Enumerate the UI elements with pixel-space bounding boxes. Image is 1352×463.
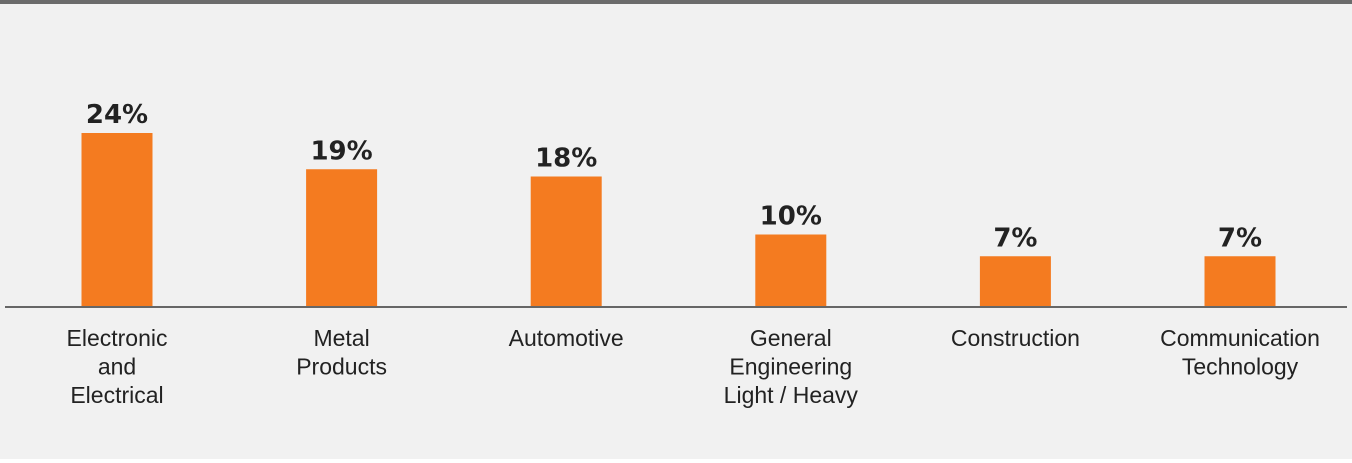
- category-label-line: and: [98, 354, 136, 380]
- value-label-metal-products: 19%: [310, 136, 372, 166]
- value-labels-group: 24% 19% 18% 10% 7% 7%: [86, 100, 1262, 253]
- value-label-electronic-and-electrical: 24%: [86, 100, 148, 130]
- category-labels-group: Electronic and Electrical Metal Products Auto…: [67, 325, 1320, 408]
- bar-general-engineering-light-heavy: [755, 234, 827, 307]
- value-label-automotive: 18%: [535, 144, 597, 174]
- category-label-metal-products: Metal Products: [296, 325, 387, 380]
- category-label-line: Technology: [1182, 354, 1299, 380]
- bar-communication-technology: [1204, 256, 1276, 307]
- category-label-electronic-and-electrical: Electronic and Electrical: [67, 325, 168, 408]
- category-label-line: Automotive: [509, 325, 624, 351]
- category-label-general-engineering-light-heavy: General Engineering Light / Heavy: [724, 325, 859, 408]
- category-label-line: Electrical: [70, 382, 163, 408]
- bar-automotive: [530, 176, 602, 307]
- category-label-line: Construction: [951, 325, 1080, 351]
- category-label-line: General: [750, 325, 832, 351]
- category-label-line: Electronic: [67, 325, 168, 351]
- category-label-communication-technology: Communication Technology: [1160, 325, 1320, 380]
- bar-construction: [979, 256, 1051, 307]
- bar-chart: 24% 19% 18% 10% 7% 7% Electronic and Electrical…: [5, 100, 1347, 408]
- value-label-communication-technology: 7%: [1218, 223, 1262, 253]
- category-label-line: Metal: [313, 325, 369, 351]
- category-label-line: Engineering: [729, 354, 852, 380]
- bar-electronic-and-electrical: [81, 133, 153, 307]
- value-label-construction: 7%: [993, 223, 1037, 253]
- bars-group: [81, 133, 1276, 307]
- category-label-automotive: Automotive: [509, 325, 624, 351]
- bar-metal-products: [306, 169, 378, 307]
- category-label-construction: Construction: [951, 325, 1080, 351]
- value-label-general-engineering-light-heavy: 10%: [760, 202, 822, 232]
- category-label-line: Communication: [1160, 325, 1320, 351]
- category-label-line: Light / Heavy: [724, 382, 859, 408]
- category-label-line: Products: [296, 354, 387, 380]
